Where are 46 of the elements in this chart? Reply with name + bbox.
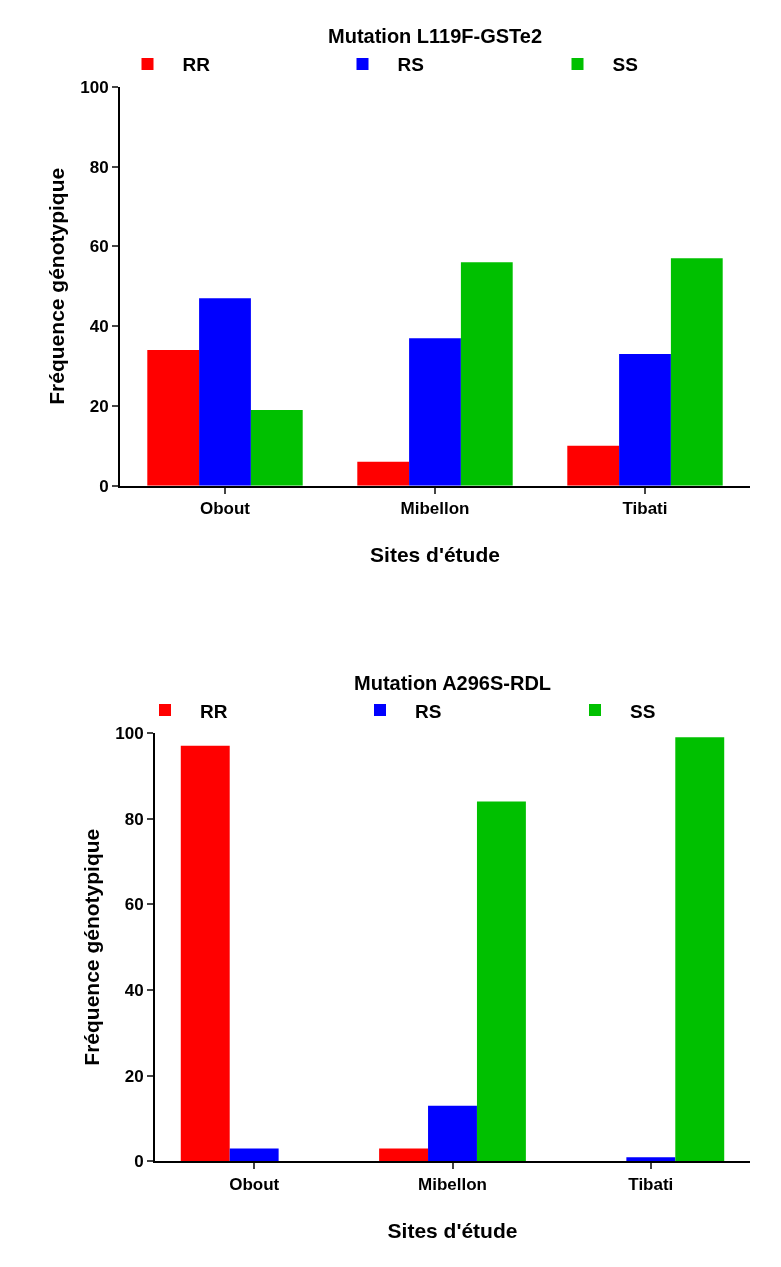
bar xyxy=(409,338,461,486)
legend-label: RR xyxy=(200,700,228,722)
x-tick-label: Obout xyxy=(229,1174,280,1194)
y-axis-title: Fréquence génotypique xyxy=(44,167,68,405)
legend-label: RS xyxy=(415,700,442,722)
bar xyxy=(567,445,620,486)
y-tick-label: 20 xyxy=(89,396,109,416)
legend-label: RS xyxy=(397,54,424,76)
y-tick-label: 80 xyxy=(124,809,144,829)
y-tick-label: 0 xyxy=(134,1152,144,1172)
bar xyxy=(675,737,725,1162)
bar xyxy=(619,354,671,486)
legend-label: SS xyxy=(630,700,656,722)
bar xyxy=(379,1148,429,1162)
x-tick-label: Mibellon xyxy=(418,1174,487,1194)
bar xyxy=(180,745,230,1162)
y-tick-label: 80 xyxy=(89,157,109,177)
legend-label: SS xyxy=(612,54,638,76)
y-tick-label: 40 xyxy=(89,317,109,337)
bar xyxy=(476,801,526,1162)
bar xyxy=(626,1157,676,1162)
legend-label: RR xyxy=(182,54,211,76)
chart-title: Mutation L119F-GSTe2 xyxy=(328,25,543,47)
x-tick-label: Tibati xyxy=(628,1174,674,1194)
bar xyxy=(357,461,410,486)
x-tick-label: Tibati xyxy=(622,499,668,519)
bar xyxy=(250,409,303,486)
bar xyxy=(199,298,251,486)
y-tick-label: 100 xyxy=(80,77,109,97)
x-axis-title: Sites d'étude xyxy=(370,542,500,566)
bar xyxy=(460,262,513,486)
y-tick-label: 60 xyxy=(124,895,144,915)
y-axis-title: Fréquence génotypique xyxy=(79,828,103,1066)
x-tick-label: Mibellon xyxy=(400,499,470,519)
bar xyxy=(147,350,200,486)
y-tick-label: 100 xyxy=(115,723,144,743)
x-tick-label: Obout xyxy=(199,499,251,519)
bar xyxy=(670,258,723,486)
bar xyxy=(428,1105,477,1162)
bar xyxy=(229,1148,279,1162)
y-tick-label: 0 xyxy=(99,476,109,496)
chart-title: Mutation A296S-RDL xyxy=(354,672,552,694)
y-tick-label: 40 xyxy=(124,981,144,1001)
x-axis-title: Sites d'étude xyxy=(387,1218,518,1242)
y-tick-label: 20 xyxy=(124,1066,144,1086)
y-tick-label: 60 xyxy=(89,237,109,257)
